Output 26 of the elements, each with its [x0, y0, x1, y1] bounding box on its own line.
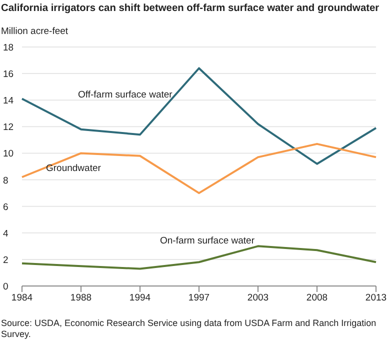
y-tick-label: 0	[3, 282, 8, 292]
x-tick-label: 1988	[70, 292, 92, 304]
y-tick-label: 8	[3, 175, 8, 186]
y-tick-label: 14	[3, 96, 14, 107]
line-series	[21, 245, 377, 270]
y-tick-label: 6	[3, 202, 8, 213]
x-tick-label: 2008	[306, 292, 328, 304]
line-series	[21, 142, 377, 194]
chart-title: California irrigators can shift between off-farm surface water and groundwater	[1, 3, 380, 14]
y-tick-label: 18	[3, 42, 14, 54]
y-tick-label: 12	[3, 122, 14, 134]
x-tick-label: 1984	[11, 292, 33, 304]
y-tick-label: 10	[3, 148, 14, 160]
source-note: Source: USDA, Economic Research Service using data from USDA Farm and Ranch Irrigation Survey.	[1, 318, 378, 340]
y-axis-title: Million acre-feet	[1, 26, 68, 37]
series-label: Groundwater	[46, 163, 101, 174]
y-tick-label: 16	[3, 69, 14, 80]
x-tick-label: 2013	[365, 292, 387, 304]
series-label: Off-farm surface water	[78, 89, 172, 100]
x-tick-label: 2003	[247, 292, 269, 304]
line-series	[21, 67, 377, 165]
series-label: On-farm surface water	[160, 236, 254, 247]
x-tick-label: 1994	[129, 292, 151, 304]
x-tick-label: 1997	[188, 292, 210, 304]
y-tick-label: 4	[3, 228, 8, 240]
y-tick-label: 2	[3, 254, 8, 266]
